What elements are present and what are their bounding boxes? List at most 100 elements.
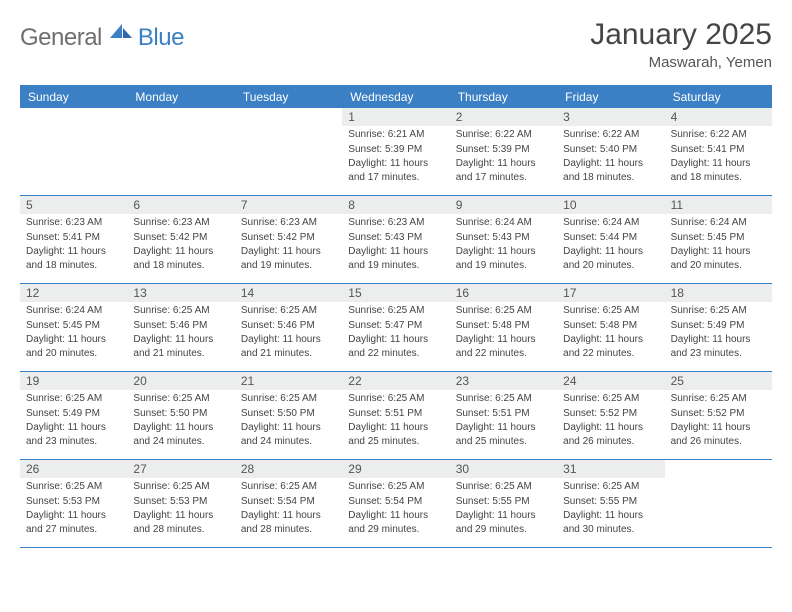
day-info: Sunrise: 6:23 AMSunset: 5:43 PMDaylight:… xyxy=(342,216,449,273)
sunset-line: Sunset: 5:48 PM xyxy=(563,319,658,333)
sunrise-line: Sunrise: 6:25 AM xyxy=(26,480,121,494)
sunrise-line: Sunrise: 6:21 AM xyxy=(348,128,443,142)
daylight-line: Daylight: 11 hours and 29 minutes. xyxy=(456,509,551,536)
day-cell: 26Sunrise: 6:25 AMSunset: 5:53 PMDayligh… xyxy=(20,460,127,548)
sunrise-line: Sunrise: 6:25 AM xyxy=(563,392,658,406)
sunset-line: Sunset: 5:55 PM xyxy=(563,495,658,509)
sunrise-line: Sunrise: 6:25 AM xyxy=(671,392,766,406)
daylight-line: Daylight: 11 hours and 18 minutes. xyxy=(133,245,228,272)
sunset-line: Sunset: 5:51 PM xyxy=(456,407,551,421)
sunset-line: Sunset: 5:54 PM xyxy=(348,495,443,509)
day-number: 16 xyxy=(450,284,557,302)
sunrise-line: Sunrise: 6:23 AM xyxy=(348,216,443,230)
day-number: 13 xyxy=(127,284,234,302)
day-cell: 23Sunrise: 6:25 AMSunset: 5:51 PMDayligh… xyxy=(450,372,557,460)
sunset-line: Sunset: 5:39 PM xyxy=(348,143,443,157)
sunrise-line: Sunrise: 6:25 AM xyxy=(671,304,766,318)
dow-header: Tuesday xyxy=(235,86,342,108)
daylight-line: Daylight: 11 hours and 27 minutes. xyxy=(26,509,121,536)
day-info: Sunrise: 6:23 AMSunset: 5:42 PMDaylight:… xyxy=(127,216,234,273)
day-cell: 4Sunrise: 6:22 AMSunset: 5:41 PMDaylight… xyxy=(665,108,772,196)
sunrise-line: Sunrise: 6:25 AM xyxy=(456,392,551,406)
sunset-line: Sunset: 5:42 PM xyxy=(133,231,228,245)
day-number: 19 xyxy=(20,372,127,390)
daylight-line: Daylight: 11 hours and 23 minutes. xyxy=(26,421,121,448)
daylight-line: Daylight: 11 hours and 22 minutes. xyxy=(456,333,551,360)
day-cell: 3Sunrise: 6:22 AMSunset: 5:40 PMDaylight… xyxy=(557,108,664,196)
day-info: Sunrise: 6:25 AMSunset: 5:51 PMDaylight:… xyxy=(342,392,449,449)
day-info: Sunrise: 6:24 AMSunset: 5:44 PMDaylight:… xyxy=(557,216,664,273)
day-info: Sunrise: 6:25 AMSunset: 5:55 PMDaylight:… xyxy=(557,480,664,537)
calendar-grid: SundayMondayTuesdayWednesdayThursdayFrid… xyxy=(20,85,772,548)
day-number: 9 xyxy=(450,196,557,214)
sunrise-line: Sunrise: 6:22 AM xyxy=(563,128,658,142)
daylight-line: Daylight: 11 hours and 20 minutes. xyxy=(671,245,766,272)
day-cell: 5 Sunrise: 6:23 AMSunset: 5:41 PMDaylight… xyxy=(20,196,127,284)
day-info: Sunrise: 6:25 AMSunset: 5:54 PMDaylight:… xyxy=(235,480,342,537)
logo-text-blue: Blue xyxy=(138,24,184,52)
day-cell: 29Sunrise: 6:25 AMSunset: 5:54 PMDayligh… xyxy=(342,460,449,548)
empty-cell xyxy=(20,108,127,196)
sunset-line: Sunset: 5:49 PM xyxy=(671,319,766,333)
day-cell: 15 Sunrise: 6:25 AMSunset: 5:47 PMDayligh… xyxy=(342,284,449,372)
sunset-line: Sunset: 5:50 PM xyxy=(241,407,336,421)
day-info: Sunrise: 6:25 AMSunset: 5:47 PMDaylight:… xyxy=(342,304,449,361)
day-number: 26 xyxy=(20,460,127,478)
daylight-line: Daylight: 11 hours and 18 minutes. xyxy=(563,157,658,184)
sunrise-line: Sunrise: 6:25 AM xyxy=(241,304,336,318)
daylight-line: Daylight: 11 hours and 17 minutes. xyxy=(348,157,443,184)
day-cell: 30Sunrise: 6:25 AMSunset: 5:55 PMDayligh… xyxy=(450,460,557,548)
day-cell: 17Sunrise: 6:25 AMSunset: 5:48 PMDayligh… xyxy=(557,284,664,372)
dow-header: Sunday xyxy=(20,86,127,108)
sunset-line: Sunset: 5:39 PM xyxy=(456,143,551,157)
daylight-line: Daylight: 11 hours and 26 minutes. xyxy=(563,421,658,448)
day-number: 11 xyxy=(665,196,772,214)
day-info: Sunrise: 6:25 AMSunset: 5:51 PMDaylight:… xyxy=(450,392,557,449)
day-number: 21 xyxy=(235,372,342,390)
sunset-line: Sunset: 5:54 PM xyxy=(241,495,336,509)
day-cell: 10Sunrise: 6:24 AMSunset: 5:44 PMDayligh… xyxy=(557,196,664,284)
day-cell: 18Sunrise: 6:25 AMSunset: 5:49 PMDayligh… xyxy=(665,284,772,372)
sunrise-line: Sunrise: 6:23 AM xyxy=(241,216,336,230)
day-info: Sunrise: 6:25 AMSunset: 5:46 PMDaylight:… xyxy=(235,304,342,361)
day-info: Sunrise: 6:25 AMSunset: 5:53 PMDaylight:… xyxy=(127,480,234,537)
day-info: Sunrise: 6:23 AMSunset: 5:41 PMDaylight:… xyxy=(20,216,127,273)
day-cell: 12Sunrise: 6:24 AMSunset: 5:45 PMDayligh… xyxy=(20,284,127,372)
day-cell: 11Sunrise: 6:24 AMSunset: 5:45 PMDayligh… xyxy=(665,196,772,284)
day-number: 8 xyxy=(342,196,449,214)
day-cell: 16Sunrise: 6:25 AMSunset: 5:48 PMDayligh… xyxy=(450,284,557,372)
day-info: Sunrise: 6:25 AMSunset: 5:46 PMDaylight:… xyxy=(127,304,234,361)
day-number: 15 xyxy=(342,284,449,302)
day-number: 5 xyxy=(20,196,127,214)
sunrise-line: Sunrise: 6:23 AM xyxy=(133,216,228,230)
day-cell: 20Sunrise: 6:25 AMSunset: 5:50 PMDayligh… xyxy=(127,372,234,460)
sunset-line: Sunset: 5:52 PM xyxy=(671,407,766,421)
sunset-line: Sunset: 5:50 PM xyxy=(133,407,228,421)
dow-header: Thursday xyxy=(450,86,557,108)
daylight-line: Daylight: 11 hours and 25 minutes. xyxy=(456,421,551,448)
logo-sail-icon xyxy=(108,22,134,40)
day-cell: 22Sunrise: 6:25 AMSunset: 5:51 PMDayligh… xyxy=(342,372,449,460)
sunset-line: Sunset: 5:48 PM xyxy=(456,319,551,333)
sunset-line: Sunset: 5:43 PM xyxy=(348,231,443,245)
sunrise-line: Sunrise: 6:25 AM xyxy=(241,392,336,406)
day-number: 14 xyxy=(235,284,342,302)
sunrise-line: Sunrise: 6:25 AM xyxy=(348,480,443,494)
logo: General Blue xyxy=(20,18,184,52)
location-label: Maswarah, Yemen xyxy=(590,54,772,71)
sunrise-line: Sunrise: 6:23 AM xyxy=(26,216,121,230)
sunrise-line: Sunrise: 6:25 AM xyxy=(348,392,443,406)
daylight-line: Daylight: 11 hours and 29 minutes. xyxy=(348,509,443,536)
sunset-line: Sunset: 5:49 PM xyxy=(26,407,121,421)
sunset-line: Sunset: 5:42 PM xyxy=(241,231,336,245)
sunrise-line: Sunrise: 6:25 AM xyxy=(26,392,121,406)
daylight-line: Daylight: 11 hours and 19 minutes. xyxy=(348,245,443,272)
day-number: 30 xyxy=(450,460,557,478)
sunset-line: Sunset: 5:41 PM xyxy=(671,143,766,157)
sunset-line: Sunset: 5:55 PM xyxy=(456,495,551,509)
day-cell: 6Sunrise: 6:23 AMSunset: 5:42 PMDaylight… xyxy=(127,196,234,284)
sunset-line: Sunset: 5:46 PM xyxy=(241,319,336,333)
sunset-line: Sunset: 5:45 PM xyxy=(26,319,121,333)
daylight-line: Daylight: 11 hours and 17 minutes. xyxy=(456,157,551,184)
day-number: 20 xyxy=(127,372,234,390)
